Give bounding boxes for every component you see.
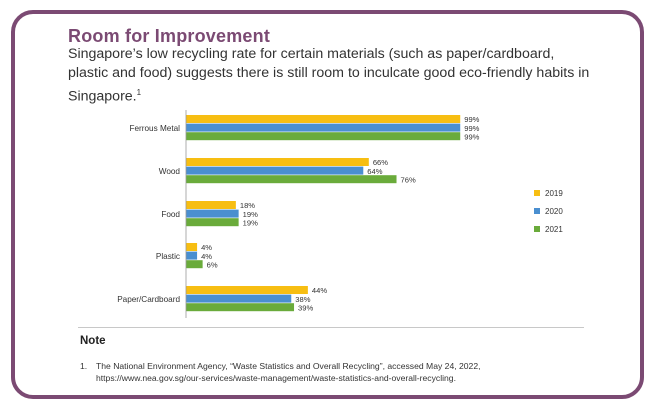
page-title: Room for Improvement	[68, 26, 271, 46]
bar-2019	[186, 115, 461, 123]
data-label: 19%	[243, 210, 258, 219]
divider	[78, 327, 584, 328]
data-label: 4%	[201, 252, 212, 261]
data-label: 66%	[373, 158, 388, 167]
bar-2020	[186, 123, 461, 132]
bar-2019	[186, 243, 198, 251]
legend-label: 2021	[545, 225, 563, 234]
bar-2021	[186, 303, 295, 312]
data-label: 39%	[298, 303, 313, 312]
bar-2019	[186, 201, 236, 209]
bar-2021	[186, 218, 239, 227]
bar-2021	[186, 132, 461, 141]
data-label: 99%	[464, 132, 479, 141]
bar-2020	[186, 209, 239, 218]
bar-2019	[186, 158, 369, 166]
category-label: Plastic	[156, 252, 180, 261]
info-card	[11, 10, 644, 399]
data-label: 19%	[243, 218, 258, 227]
footnote-number: 1.	[80, 361, 88, 371]
recycling-rate-chart: Ferrous Metal99%99%99%Wood66%64%76%Food1…	[117, 110, 563, 318]
bar-2019	[186, 286, 308, 294]
category-label: Ferrous Metal	[129, 124, 180, 133]
legend-label: 2020	[545, 207, 563, 216]
subtitle: Singapore’s low recycling rate for certa…	[68, 45, 598, 107]
data-label: 76%	[401, 175, 416, 184]
bar-2021	[186, 260, 203, 269]
legend-swatch-2020	[534, 208, 540, 214]
data-label: 99%	[464, 115, 479, 124]
footnote-ref: 1	[136, 88, 142, 97]
data-label: 38%	[295, 295, 310, 304]
bar-2020	[186, 294, 292, 303]
bar-2020	[186, 166, 364, 175]
data-label: 18%	[240, 201, 255, 210]
footnote: 1. The National Environment Agency, “Wast…	[80, 360, 600, 384]
data-label: 6%	[207, 260, 218, 269]
subtitle-text: Singapore’s low recycling rate for certa…	[68, 46, 590, 105]
data-label: 64%	[367, 167, 382, 176]
data-label: 44%	[312, 286, 327, 295]
category-label: Paper/Cardboard	[117, 295, 180, 304]
legend-label: 2019	[545, 189, 563, 198]
legend-swatch-2021	[534, 226, 540, 232]
data-label: 99%	[464, 124, 479, 133]
note-heading: Note	[80, 335, 106, 347]
category-label: Food	[161, 210, 180, 219]
bar-2021	[186, 175, 397, 184]
bar-2020	[186, 251, 198, 260]
footnote-text-line1: The National Environment Agency, “Waste …	[96, 361, 481, 371]
category-label: Wood	[159, 167, 181, 176]
data-label: 4%	[201, 243, 212, 252]
footnote-text-line2: https://www.nea.gov.sg/our-services/wast…	[96, 373, 456, 383]
legend-swatch-2019	[534, 190, 540, 196]
